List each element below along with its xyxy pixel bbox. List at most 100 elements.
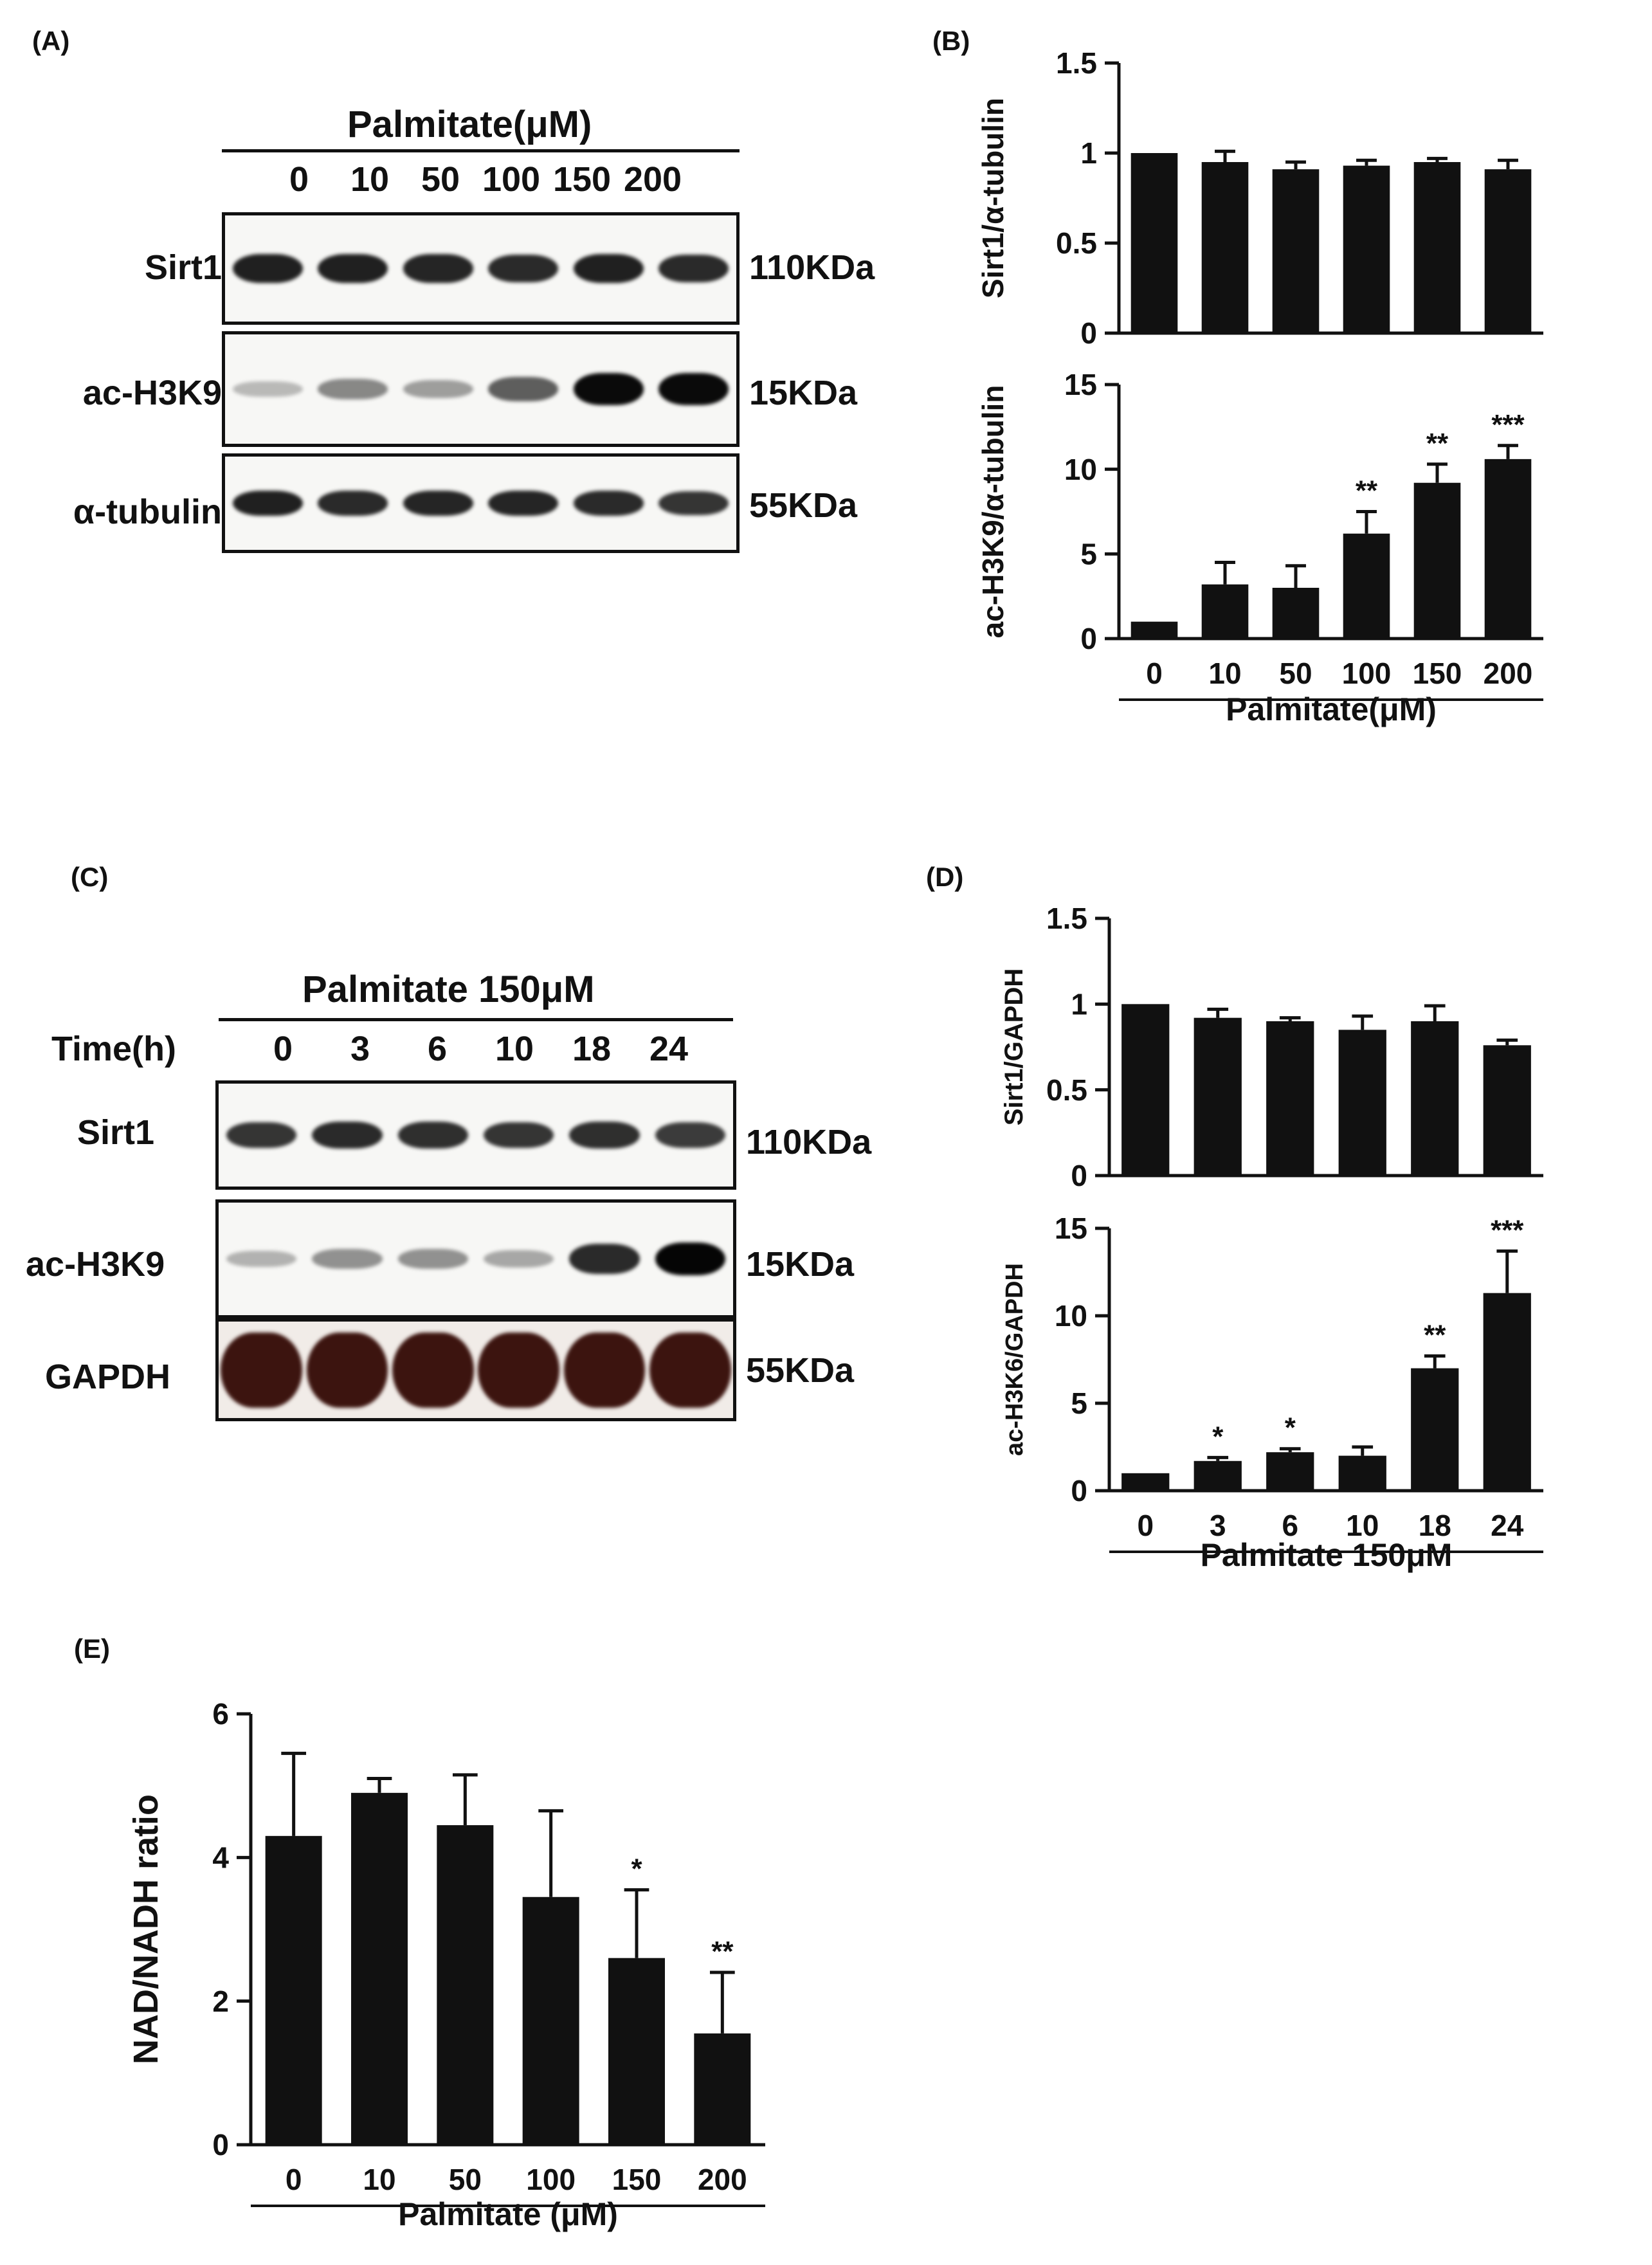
bar bbox=[1483, 1293, 1531, 1491]
bar bbox=[1201, 584, 1249, 639]
significance-marker: ** bbox=[711, 1936, 734, 1967]
bar bbox=[1483, 1045, 1531, 1176]
y-tick-label: 0 bbox=[1080, 316, 1097, 350]
bar bbox=[437, 1825, 494, 2145]
blot-band bbox=[655, 1122, 725, 1148]
bar bbox=[608, 1958, 665, 2145]
y-tick-label: 0 bbox=[1080, 622, 1097, 655]
panel-label-b: (B) bbox=[932, 26, 970, 56]
x-tick-label: 10 bbox=[1346, 1509, 1379, 1542]
x-tick-label: 18 bbox=[1419, 1509, 1451, 1542]
bar bbox=[1272, 588, 1320, 639]
blot-band bbox=[658, 491, 729, 515]
blot-band bbox=[658, 254, 729, 283]
bar bbox=[1130, 153, 1178, 333]
lane-label: 0 bbox=[273, 1030, 293, 1068]
bar bbox=[1130, 621, 1178, 639]
significance-marker: * bbox=[1212, 1421, 1224, 1452]
blot-band bbox=[226, 1250, 297, 1268]
blot-c-strip-ac-h3k9 bbox=[215, 1199, 736, 1318]
blot-c-lane-title: Time(h) bbox=[51, 1030, 177, 1068]
y-tick-label: 0 bbox=[212, 2128, 229, 2161]
y-tick-label: 1.5 bbox=[1046, 902, 1087, 935]
blot-c-strip-sirt1 bbox=[215, 1080, 736, 1190]
y-tick-label: 1 bbox=[1071, 987, 1087, 1021]
x-tick-label: 0 bbox=[1137, 1509, 1154, 1542]
bar bbox=[1411, 1021, 1459, 1176]
blot-band bbox=[232, 253, 303, 283]
significance-marker: *** bbox=[1491, 409, 1525, 441]
western-blot-c: Palmitate 150μM Time(h) 0 3 6 10 18 24 S… bbox=[0, 0, 926, 1479]
blot-band bbox=[573, 253, 644, 283]
significance-marker: * bbox=[1285, 1412, 1296, 1444]
blot-a-row-label-tubulin: α-tubulin bbox=[73, 493, 222, 531]
bar bbox=[1413, 482, 1461, 639]
y-tick-label: 1 bbox=[1080, 136, 1097, 170]
y-tick-label: 10 bbox=[1064, 453, 1097, 486]
lane-label: 100 bbox=[482, 160, 541, 199]
y-tick-label: 0.5 bbox=[1056, 226, 1097, 260]
blot-band bbox=[397, 1249, 468, 1269]
blot-band bbox=[649, 1332, 731, 1408]
y-tick-label: 15 bbox=[1064, 368, 1097, 401]
x-tick-label: 150 bbox=[1413, 657, 1462, 690]
lane-label: 200 bbox=[623, 160, 682, 199]
blot-a-row-label-sirt1: Sirt1 bbox=[144, 248, 222, 287]
y-axis-label: ac-H3K9/α-tubulin bbox=[976, 385, 1010, 639]
x-tick-label: 100 bbox=[526, 2163, 576, 2196]
y-tick-label: 0 bbox=[1071, 1474, 1087, 1507]
blot-a-strip-sirt1 bbox=[222, 212, 740, 325]
blot-a-lanes: 0 10 50 100 150 200 bbox=[264, 159, 688, 199]
blot-band bbox=[478, 1332, 559, 1408]
blot-a-kda-sirt1: 110KDa bbox=[749, 248, 875, 287]
panel-label-a: (A) bbox=[32, 26, 70, 56]
bar bbox=[1484, 459, 1532, 639]
lane-label: 10 bbox=[350, 160, 390, 199]
western-blot-a: Palmitate(μM) 0 10 50 100 150 200 Sirt1 … bbox=[0, 0, 926, 579]
x-tick-label: 50 bbox=[449, 2163, 482, 2196]
bar bbox=[694, 2033, 751, 2145]
bar bbox=[1484, 169, 1532, 333]
blot-band bbox=[658, 373, 729, 405]
blot-a-kda-ac-h3k9: 15KDa bbox=[749, 374, 858, 412]
blot-a-kda-tubulin: 55KDa bbox=[749, 486, 858, 525]
bar bbox=[1411, 1368, 1459, 1491]
blot-a-header-line bbox=[222, 149, 740, 152]
y-axis-label: ac-H3K6/GAPDH bbox=[1001, 1263, 1028, 1456]
bar bbox=[1194, 1460, 1242, 1491]
blot-c-row-label-ac-h3k9: ac-H3K9 bbox=[26, 1245, 165, 1284]
lane-label: 50 bbox=[421, 160, 460, 199]
bar bbox=[1343, 533, 1390, 639]
bar bbox=[1266, 1452, 1314, 1491]
bar bbox=[1272, 169, 1320, 333]
blot-band bbox=[232, 381, 303, 397]
y-tick-label: 1.5 bbox=[1056, 46, 1097, 80]
x-tick-label: 100 bbox=[1342, 657, 1392, 690]
bar bbox=[1121, 1473, 1170, 1491]
bar bbox=[351, 1792, 408, 2145]
bar bbox=[522, 1897, 579, 2145]
blot-band bbox=[318, 253, 388, 283]
x-tick-label: 200 bbox=[1484, 657, 1533, 690]
blot-band bbox=[569, 1122, 640, 1149]
panel-label-c: (C) bbox=[71, 862, 109, 892]
y-axis-label: NAD/NADH ratio bbox=[127, 1794, 165, 2064]
x-tick-label: 6 bbox=[1282, 1509, 1298, 1542]
blot-a-header: Palmitate(μM) bbox=[347, 104, 592, 145]
y-axis-label: Sirt1/GAPDH bbox=[1000, 969, 1028, 1126]
blot-band bbox=[226, 1122, 297, 1149]
blot-band bbox=[484, 1250, 554, 1268]
bar bbox=[1413, 162, 1461, 333]
lane-label: 10 bbox=[495, 1030, 534, 1068]
x-tick-label: 0 bbox=[1146, 657, 1163, 690]
bar bbox=[1338, 1455, 1386, 1491]
x-axis-label: Palmitate (μM) bbox=[398, 2196, 618, 2232]
y-tick-label: 6 bbox=[212, 1697, 229, 1731]
bar bbox=[1194, 1017, 1242, 1176]
blot-a-strip-tubulin bbox=[222, 453, 740, 553]
blot-c-kda-gapdh: 55KDa bbox=[746, 1351, 855, 1390]
blot-band bbox=[232, 490, 303, 516]
blot-band bbox=[318, 379, 388, 399]
